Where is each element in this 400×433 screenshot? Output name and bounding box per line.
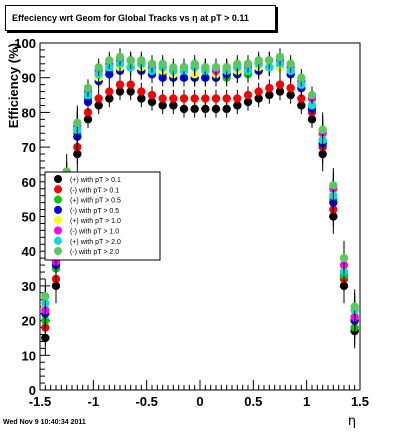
data-point — [211, 94, 221, 103]
x-tick-label: 0 — [196, 394, 203, 409]
legend-label: (+) with pT > 1.0 — [70, 218, 121, 225]
data-point — [201, 63, 210, 72]
y-tick-label: 30 — [22, 279, 36, 294]
x-tick-label: -1.5 — [29, 394, 51, 409]
legend-label: (-) with pT > 0.1 — [70, 187, 119, 194]
data-point — [254, 87, 263, 96]
x-tick-label: -1 — [88, 394, 100, 409]
x-tick-label: 1 — [303, 394, 310, 409]
legend-marker — [54, 216, 62, 225]
data-point — [318, 125, 327, 134]
x-tick-label: -0.5 — [135, 394, 157, 409]
legend-label: (-) with pT > 1.0 — [70, 229, 119, 236]
y-axis-label: Efficiency (%) — [6, 43, 21, 128]
data-point — [254, 56, 263, 65]
data-point — [126, 56, 135, 65]
legend-label: (-) with pT > 0.5 — [70, 208, 119, 215]
y-tick-label: 80 — [22, 105, 36, 120]
data-point — [169, 94, 178, 103]
data-point — [265, 83, 274, 93]
legend-label: (+) with pT > 0.5 — [70, 198, 121, 205]
legend-marker — [54, 226, 62, 235]
data-point — [297, 94, 306, 103]
data-point — [275, 80, 285, 89]
timestamp: Wed Nov 9 10:40:34 2011 — [3, 419, 86, 426]
y-tick-label: 10 — [22, 348, 36, 363]
data-point — [94, 94, 103, 103]
data-point — [211, 104, 221, 114]
data-point — [190, 59, 199, 69]
data-point — [265, 56, 274, 65]
series-2 — [41, 75, 359, 345]
data-point — [201, 94, 210, 103]
data-point — [147, 59, 157, 69]
data-point — [83, 83, 93, 93]
data-point — [233, 94, 242, 103]
legend-marker — [54, 236, 62, 245]
data-point — [41, 292, 50, 301]
data-point — [243, 59, 253, 69]
x-tick-label: 1.5 — [351, 394, 369, 409]
data-point — [147, 90, 157, 100]
data-point — [286, 59, 295, 69]
data-point — [211, 63, 221, 72]
chart-title: Effeciency wrt Geom for Global Tracks vs… — [5, 5, 276, 31]
data-point — [179, 104, 189, 114]
data-point — [115, 52, 125, 62]
x-tick-label: 0.5 — [244, 394, 262, 409]
data-point — [222, 94, 231, 103]
legend-marker — [54, 195, 62, 204]
legend-box — [44, 171, 161, 261]
legend-label: (-) with pT > 2.0 — [70, 249, 119, 256]
y-tick-label: 100 — [14, 36, 36, 51]
data-point — [137, 87, 146, 96]
legend-marker — [54, 175, 62, 183]
data-point — [137, 56, 146, 65]
y-tick-label: 40 — [22, 244, 36, 259]
y-tick-label: 90 — [22, 71, 36, 86]
data-point — [307, 101, 317, 110]
legend-label: (+) with pT > 2.0 — [70, 239, 121, 246]
y-tick-label: 0 — [29, 383, 36, 398]
y-tick-label: 70 — [22, 140, 36, 155]
data-point — [190, 94, 199, 103]
data-point — [94, 63, 103, 72]
data-point — [169, 63, 178, 72]
data-point — [158, 59, 167, 69]
data-point — [350, 302, 359, 311]
data-point — [105, 56, 114, 65]
legend: (+) with pT > 0.1 (-) with pT > 0.1 (+) wi… — [44, 171, 161, 261]
data-point — [83, 108, 93, 117]
data-point — [222, 63, 231, 72]
data-point — [105, 87, 114, 96]
legend-marker — [54, 205, 62, 214]
data-point — [307, 90, 317, 100]
y-tick-label: 20 — [22, 314, 36, 329]
data-point — [115, 80, 125, 89]
data-point — [286, 83, 295, 93]
legend-label: (+) with pT > 0.1 — [70, 177, 121, 184]
data-point — [233, 59, 242, 69]
data-point — [339, 253, 349, 263]
data-point — [297, 73, 306, 82]
y-tick-label: 60 — [22, 175, 36, 190]
data-point — [243, 90, 253, 100]
data-point — [275, 52, 285, 62]
data-point — [179, 63, 189, 72]
legend-marker — [54, 185, 62, 194]
data-point — [126, 80, 135, 89]
data-point — [158, 94, 167, 103]
data-point — [190, 104, 199, 114]
data-point — [329, 181, 338, 190]
y-tick-label: 50 — [22, 210, 36, 225]
legend-marker — [54, 247, 62, 256]
data-point — [179, 94, 189, 103]
data-point — [222, 104, 231, 114]
data-point — [73, 118, 82, 128]
data-point — [201, 104, 210, 114]
x-axis-label: η — [348, 414, 356, 429]
